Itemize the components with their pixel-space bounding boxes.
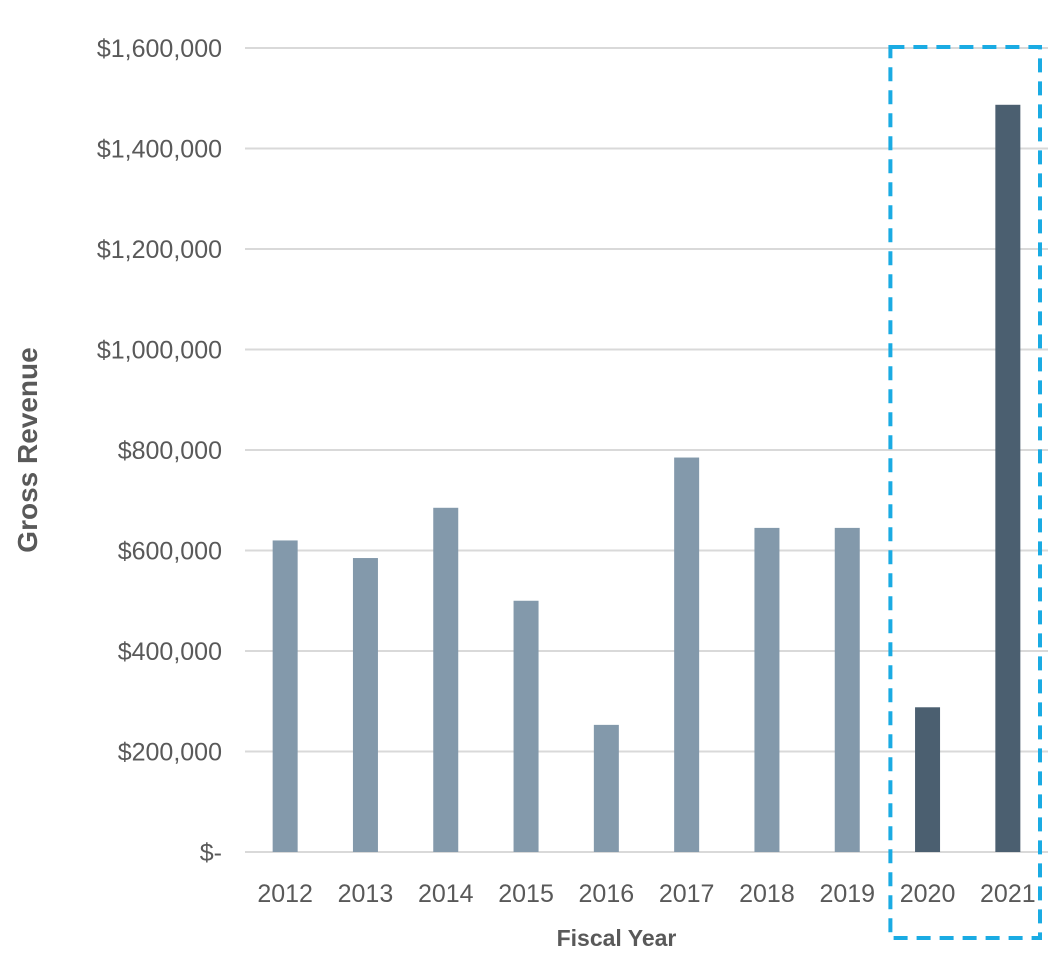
y-tick-label: $400,000 <box>118 638 222 666</box>
bars <box>272 104 1021 853</box>
bar-2016 <box>593 724 619 852</box>
x-axis-ticks: 2012 2013 2014 2015 2016 2017 2018 2019 2020 2021 <box>257 880 1035 908</box>
y-tick-label: $1,200,000 <box>97 236 222 264</box>
x-tick-label: 2014 <box>418 880 474 908</box>
bar-2017 <box>674 457 700 852</box>
x-tick-label: 2016 <box>579 880 635 908</box>
bar-2012 <box>272 540 298 852</box>
y-tick-label: $1,600,000 <box>97 35 222 63</box>
bar-2013 <box>352 558 378 852</box>
x-axis-title: Fiscal Year <box>557 925 677 951</box>
y-axis-title: Gross Revenue <box>12 347 43 552</box>
bar-2018 <box>754 527 780 852</box>
y-tick-label: $1,400,000 <box>97 136 222 164</box>
x-tick-label: 2018 <box>739 880 795 908</box>
bar-2020 <box>915 707 941 852</box>
gridlines <box>245 47 1048 853</box>
highlight-box <box>888 45 1043 940</box>
y-tick-label: $- <box>200 839 222 867</box>
x-tick-label: 2013 <box>338 880 394 908</box>
x-tick-label: 2020 <box>900 880 956 908</box>
x-tick-label: 2021 <box>980 880 1036 908</box>
y-tick-label: $800,000 <box>118 437 222 465</box>
x-tick-label: 2017 <box>659 880 715 908</box>
x-tick-label: 2015 <box>498 880 554 908</box>
bar-2014 <box>433 507 459 852</box>
bar-2021 <box>995 104 1021 853</box>
y-tick-label: $200,000 <box>118 739 222 767</box>
y-axis-ticks: $- $200,000 $400,000 $600,000 $800,000 $1,000… <box>97 35 222 867</box>
x-tick-label: 2012 <box>257 880 313 908</box>
y-tick-label: $1,000,000 <box>97 337 222 365</box>
y-tick-label: $600,000 <box>118 538 222 566</box>
bar-2019 <box>834 527 860 852</box>
bar-2015 <box>513 600 539 852</box>
x-tick-label: 2019 <box>819 880 875 908</box>
